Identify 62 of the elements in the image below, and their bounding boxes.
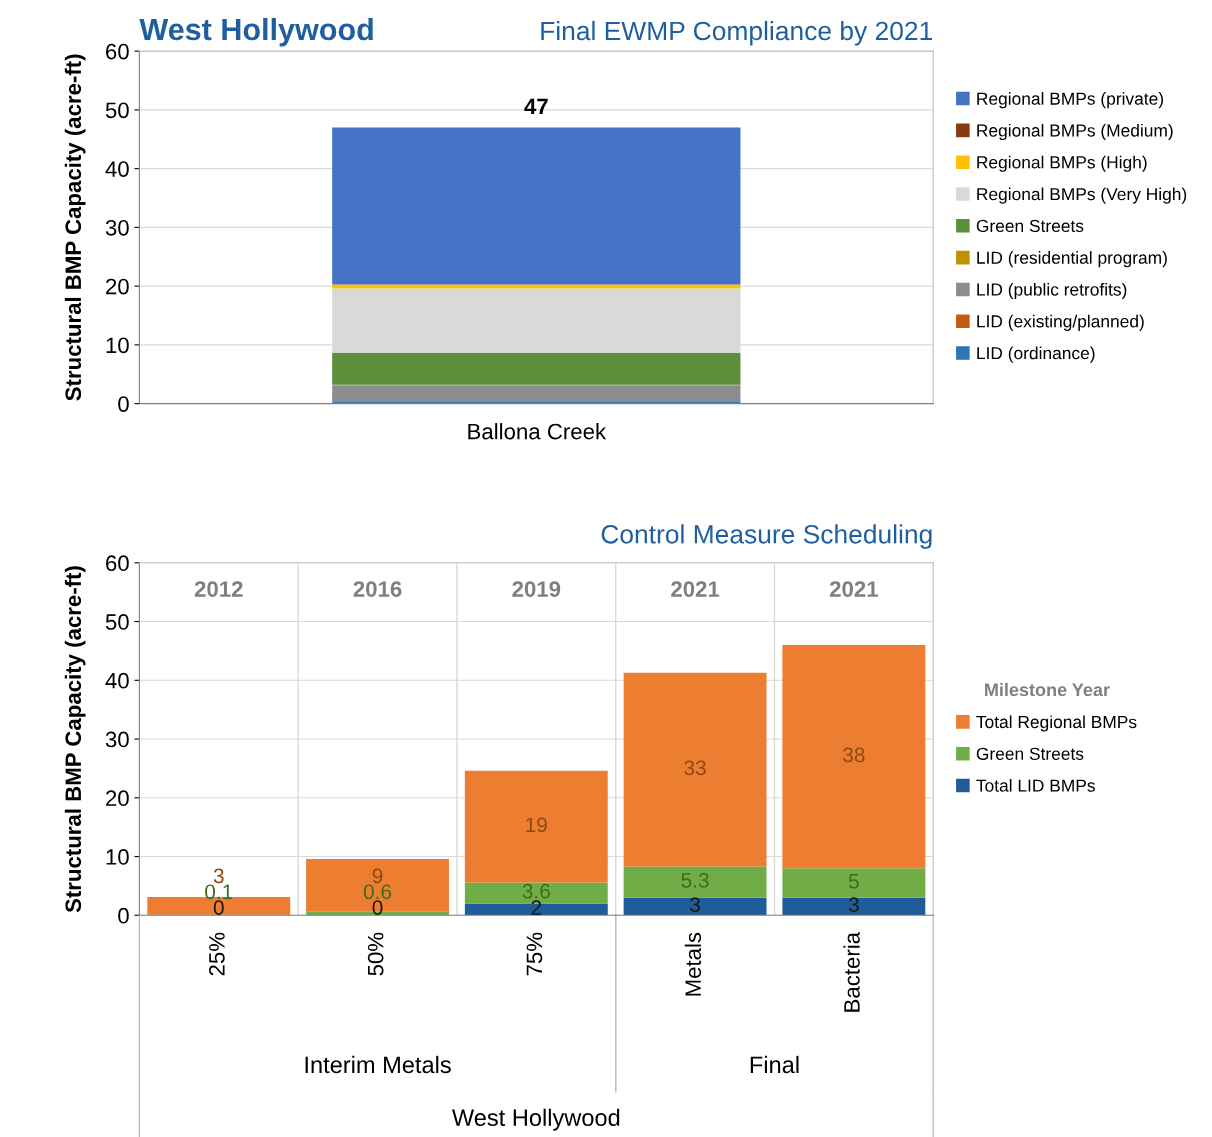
legend-label: Green Streets xyxy=(976,219,1084,233)
chart-title: West Hollywood xyxy=(139,17,373,47)
data-label: 0.6 xyxy=(363,884,392,900)
y-tick-label: 40 xyxy=(105,161,129,177)
y-tick-label: 20 xyxy=(106,790,129,807)
text: West Hollywood xyxy=(451,1108,620,1131)
legend-label: LID (residential program) xyxy=(977,251,1167,268)
legend-title: Milestone Year xyxy=(985,682,1110,697)
legend-label: Regional BMPs (Very High) xyxy=(977,187,1187,204)
legend-label: Regional BMPs (private) xyxy=(977,92,1163,109)
data-label: 3 xyxy=(690,897,700,913)
chart-title: Control Measure Scheduling xyxy=(601,524,932,549)
legend-label: Total LID BMPs xyxy=(976,778,1095,792)
data-label: 5.3 xyxy=(681,872,709,888)
legend-label: Total Regional BMPs xyxy=(976,715,1137,732)
annotation: 2021 xyxy=(829,581,878,597)
x-tick-label: 25% xyxy=(209,932,225,976)
x-tick-label: 75% xyxy=(526,932,543,976)
annotation: 2019 xyxy=(512,581,561,597)
data-label: 19 xyxy=(526,817,547,833)
x-tick-label: Bacteria xyxy=(843,931,860,1012)
data-label: 0.1 xyxy=(205,884,233,900)
y-tick-label: 20 xyxy=(106,278,129,295)
y-tick-label: 0 xyxy=(118,396,129,412)
data-label: 9 xyxy=(372,868,383,884)
text: Interim Metals xyxy=(305,1055,451,1074)
legend-label: LID (ordinance) xyxy=(977,346,1095,363)
total-label: 47 xyxy=(524,98,548,115)
annotation: 2021 xyxy=(671,581,720,597)
data-label: 3 xyxy=(848,897,859,913)
x-tick-label: 50% xyxy=(367,932,384,976)
annotation: 2012 xyxy=(194,581,243,597)
y-tick-label: 60 xyxy=(106,555,129,572)
y-tick-label: 50 xyxy=(105,614,129,630)
x-tick-label: Metals xyxy=(684,932,702,996)
data-label: 38 xyxy=(843,747,865,763)
annotation: 2016 xyxy=(353,581,402,597)
data-label: 5 xyxy=(848,874,859,889)
data-label: 0 xyxy=(372,900,383,915)
y-tick-label: 40 xyxy=(105,672,129,689)
chart-subtitle: Final EWMP Compliance by 2021 xyxy=(541,20,932,46)
y-tick-label: 50 xyxy=(105,102,129,119)
y-tick-label: 60 xyxy=(106,43,129,60)
data-label: 33 xyxy=(684,760,706,776)
data-label: 2 xyxy=(531,900,542,915)
legend-label: LID (existing/planned) xyxy=(977,314,1144,331)
text: Final xyxy=(750,1055,799,1074)
legend-label: Regional BMPs (Medium) xyxy=(977,123,1173,141)
data-label: 3.6 xyxy=(522,883,550,899)
y-axis-title: Structural BMP Capacity (acre-ft) xyxy=(64,54,86,401)
y-axis-title: Structural BMP Capacity (acre-ft) xyxy=(64,566,86,913)
x-tick-label: Ballona Creek xyxy=(468,423,607,440)
y-tick-label: 0 xyxy=(118,907,129,924)
y-tick-label: 10 xyxy=(106,337,129,354)
y-tick-label: 30 xyxy=(105,731,129,748)
legend-label: Regional BMPs (High) xyxy=(977,155,1147,172)
y-tick-label: 30 xyxy=(105,219,129,236)
data-label: 0 xyxy=(213,900,224,915)
legend-label: Green Streets xyxy=(976,747,1084,760)
data-label: 3 xyxy=(213,868,224,884)
legend-label: LID (public retrofits) xyxy=(977,282,1127,300)
y-tick-label: 10 xyxy=(106,849,129,865)
